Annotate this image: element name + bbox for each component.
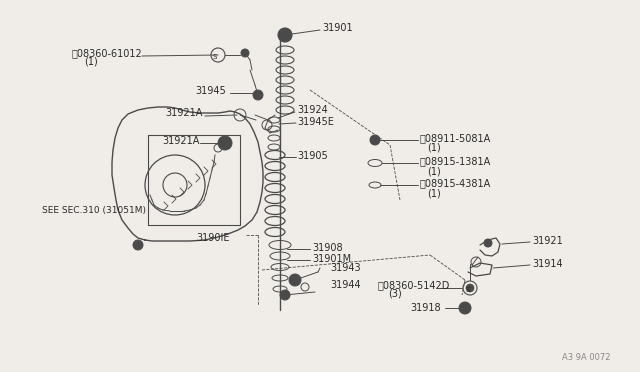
Circle shape (466, 284, 474, 292)
Text: ⓕ08915-4381A: ⓕ08915-4381A (420, 178, 492, 188)
Text: 31943: 31943 (330, 263, 360, 273)
Text: 31921: 31921 (532, 236, 563, 246)
Text: 3190IE: 3190IE (196, 233, 230, 243)
Text: (3): (3) (388, 289, 402, 299)
Circle shape (241, 49, 249, 57)
Text: 31921A: 31921A (162, 136, 200, 146)
Text: ⓕ08915-1381A: ⓕ08915-1381A (420, 156, 492, 166)
Text: 31905: 31905 (297, 151, 328, 161)
Text: S: S (466, 287, 470, 293)
Circle shape (281, 31, 289, 39)
Text: SEE SEC.310 (31051M): SEE SEC.310 (31051M) (42, 205, 146, 215)
Text: A3 9A 0072: A3 9A 0072 (561, 353, 610, 362)
Circle shape (370, 135, 380, 145)
Text: S: S (213, 54, 217, 60)
Text: 31921A: 31921A (165, 108, 202, 118)
Circle shape (484, 239, 492, 247)
Text: 31901M: 31901M (312, 254, 351, 264)
Text: Ⓞ08911-5081A: Ⓞ08911-5081A (420, 133, 492, 143)
Text: 31908: 31908 (312, 243, 342, 253)
Text: 31945: 31945 (195, 86, 226, 96)
Text: 31944: 31944 (330, 280, 360, 290)
Text: 31945E: 31945E (297, 117, 334, 127)
Text: 31901: 31901 (322, 23, 353, 33)
Circle shape (218, 136, 232, 150)
Circle shape (289, 274, 301, 286)
Circle shape (253, 90, 263, 100)
Text: 31924: 31924 (297, 105, 328, 115)
Text: (1): (1) (427, 143, 441, 153)
Circle shape (278, 28, 292, 42)
Text: 31918: 31918 (410, 303, 440, 313)
Circle shape (280, 290, 290, 300)
Circle shape (133, 240, 143, 250)
Text: Ⓝ08360-61012: Ⓝ08360-61012 (72, 48, 143, 58)
Circle shape (459, 302, 471, 314)
Text: (1): (1) (427, 188, 441, 198)
Text: 31914: 31914 (532, 259, 563, 269)
Text: (1): (1) (84, 57, 98, 67)
Text: (1): (1) (427, 166, 441, 176)
Text: Ⓝ08360-5142D: Ⓝ08360-5142D (378, 280, 451, 290)
